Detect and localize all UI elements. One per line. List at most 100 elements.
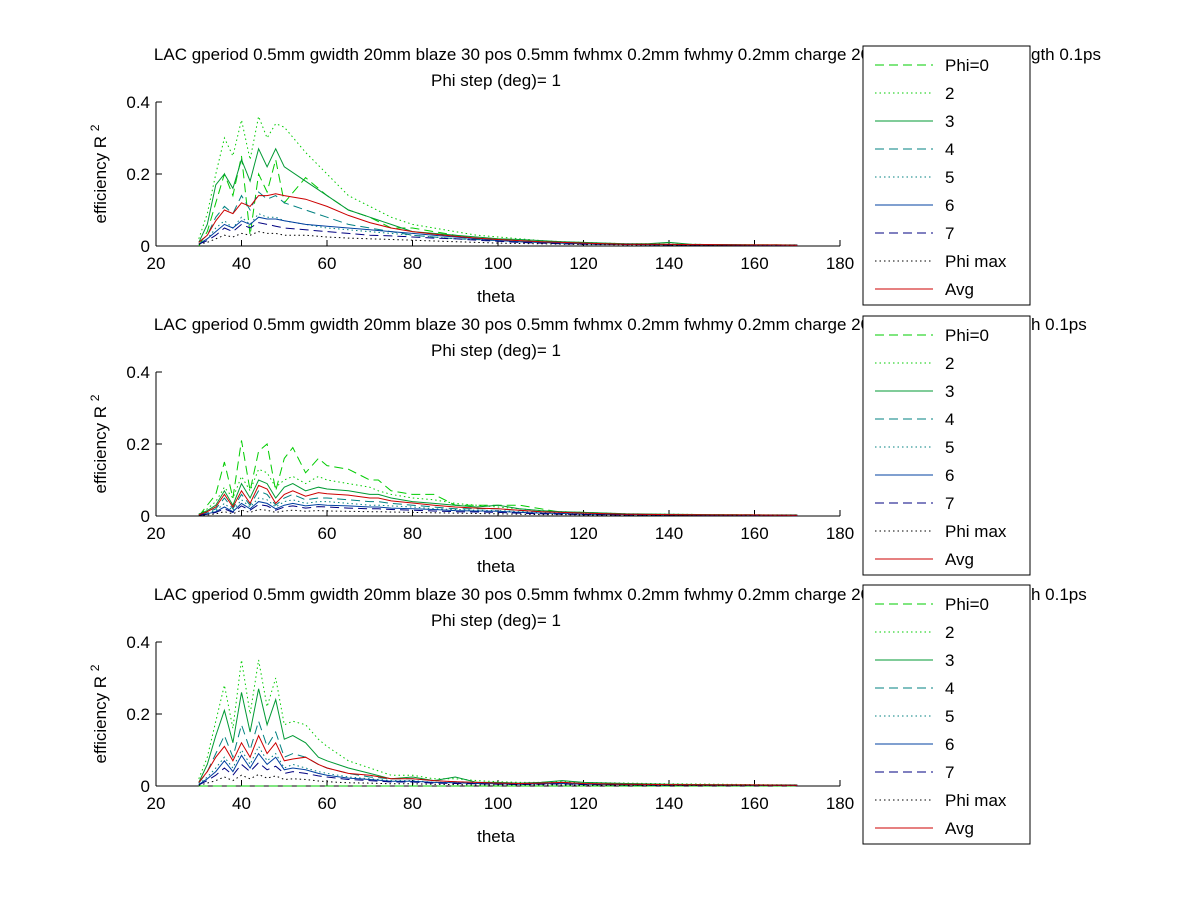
chart-title: LAC gperiod 0.5mm gwidth 20mm blaze 30 p… (154, 315, 870, 334)
series-line-7 (198, 761, 798, 787)
legend-entry: 3 (945, 382, 954, 401)
y-tick-label: 0.2 (126, 435, 150, 454)
legend-entry: 6 (945, 466, 954, 485)
legend-entry: Avg (945, 819, 974, 838)
legend-box (862, 315, 1031, 576)
y-axis-label-superscript: 2 (88, 124, 102, 131)
x-tick-label: 80 (403, 794, 422, 813)
chart-title: LAC gperiod 0.5mm gwidth 20mm blaze 30 p… (154, 45, 870, 64)
subplot-3: LAC gperiod 0.5mm gwidth 20mm blaze 30 p… (88, 584, 1087, 846)
x-tick-label: 120 (569, 524, 597, 543)
legend-entry: 3 (945, 112, 954, 131)
x-tick-label: 80 (403, 524, 422, 543)
x-tick-label: 80 (403, 254, 422, 273)
legend-entry: 2 (945, 354, 954, 373)
y-tick-label: 0.4 (126, 363, 150, 382)
x-axis-label: theta (477, 827, 515, 846)
series-line-3 (198, 479, 798, 516)
legend-entry: 4 (945, 410, 954, 429)
legend-entry: Phi=0 (945, 595, 989, 614)
y-tick-label: 0.2 (126, 705, 150, 724)
x-tick-label: 120 (569, 254, 597, 273)
chart-title-suffix: h 0.1ps (1031, 315, 1087, 334)
x-tick-label: 180 (826, 524, 854, 543)
legend-entry: Phi=0 (945, 56, 989, 75)
x-tick-label: 180 (826, 794, 854, 813)
x-tick-label: 60 (318, 794, 337, 813)
y-tick-label: 0.4 (126, 93, 150, 112)
series-line-7 (198, 503, 798, 517)
series-line-9 (198, 734, 798, 786)
x-tick-label: 40 (232, 254, 251, 273)
x-tick-label: 180 (826, 254, 854, 273)
x-tick-label: 100 (484, 524, 512, 543)
chart-title: LAC gperiod 0.5mm gwidth 20mm blaze 30 p… (154, 585, 870, 604)
y-axis-label-superscript: 2 (88, 394, 102, 401)
y-tick-label: 0 (141, 237, 150, 256)
x-tick-label: 20 (147, 254, 166, 273)
legend-box (862, 45, 1031, 306)
y-tick-label: 0 (141, 507, 150, 526)
legend-entry: 6 (945, 196, 954, 215)
y-tick-label: 0.4 (126, 633, 150, 652)
legend-entry: Phi max (945, 522, 1007, 541)
legend-entry: 4 (945, 679, 954, 698)
legend-entry: 2 (945, 623, 954, 642)
legend: Phi=0 2 3 4 5 6 7 Phi max Avg (862, 584, 1031, 845)
x-tick-label: 160 (740, 254, 768, 273)
y-tick-label: 0.2 (126, 165, 150, 184)
series-line-3 (198, 147, 798, 246)
legend-entry: 6 (945, 735, 954, 754)
legend-entry: Phi=0 (945, 326, 989, 345)
x-tick-label: 140 (655, 254, 683, 273)
charts-container: LAC gperiod 0.5mm gwidth 20mm blaze 30 p… (88, 45, 1101, 846)
legend-entry: 2 (945, 84, 954, 103)
legend-entry: 5 (945, 707, 954, 726)
legend-entry: Avg (945, 280, 974, 299)
x-tick-label: 160 (740, 794, 768, 813)
x-tick-label: 20 (147, 794, 166, 813)
legend: Phi=0 2 3 4 5 6 7 Phi max Avg (862, 315, 1031, 576)
legend-entry: 4 (945, 140, 954, 159)
legend: Phi=0 2 3 4 5 6 7 Phi max Avg (862, 45, 1031, 306)
legend-entry: 5 (945, 168, 954, 187)
series-line-8 (198, 773, 798, 787)
x-tick-label: 60 (318, 524, 337, 543)
legend-entry: Phi max (945, 791, 1007, 810)
x-tick-label: 140 (655, 794, 683, 813)
x-tick-label: 160 (740, 524, 768, 543)
series-line-7 (198, 222, 798, 246)
legend-entry: 7 (945, 224, 954, 243)
legend-entry: Avg (945, 550, 974, 569)
chart-title-suffix: h 0.1ps (1031, 585, 1087, 604)
chart-title-suffix: gth 0.1ps (1031, 45, 1101, 64)
series-line-9 (198, 484, 798, 516)
y-tick-label: 0 (141, 777, 150, 796)
chart-subtitle: Phi step (deg)= 1 (431, 341, 561, 360)
y-axis-label-superscript: 2 (88, 664, 102, 671)
y-axis-label: efficiency R 2 (88, 394, 110, 493)
x-tick-label: 120 (569, 794, 597, 813)
legend-entry: 3 (945, 651, 954, 670)
series-line-2 (198, 468, 798, 516)
x-tick-label: 60 (318, 254, 337, 273)
x-tick-label: 140 (655, 524, 683, 543)
y-axis-label: efficiency R 2 (88, 124, 110, 223)
legend-entry: Phi max (945, 252, 1007, 271)
y-axis-label: efficiency R 2 (88, 664, 110, 763)
series-line-8 (198, 231, 798, 247)
series-line-9 (198, 193, 798, 246)
legend-entry: 7 (945, 494, 954, 513)
subplot-1: LAC gperiod 0.5mm gwidth 20mm blaze 30 p… (88, 45, 1101, 306)
x-tick-label: 40 (232, 794, 251, 813)
subplot-2: LAC gperiod 0.5mm gwidth 20mm blaze 30 p… (88, 315, 1087, 576)
x-tick-label: 100 (484, 794, 512, 813)
chart-subtitle: Phi step (deg)= 1 (431, 71, 561, 90)
x-tick-label: 100 (484, 254, 512, 273)
series-line-3 (198, 688, 798, 786)
chart-subtitle: Phi step (deg)= 1 (431, 611, 561, 630)
x-tick-label: 40 (232, 524, 251, 543)
legend-entry: 7 (945, 763, 954, 782)
x-tick-label: 20 (147, 524, 166, 543)
